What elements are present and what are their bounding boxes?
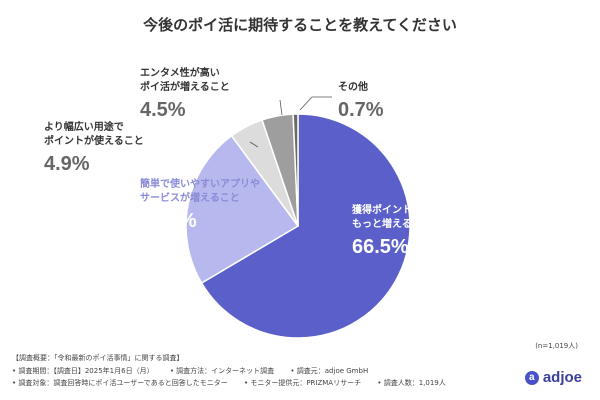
slice-label-0-line-1: もっと増えること	[352, 217, 432, 230]
slice-label-1-line-1: サービスが増えること	[140, 191, 240, 204]
footer-count: • 調査人数：1,019人	[377, 379, 446, 387]
logo-text: adjoe	[542, 369, 582, 386]
footer-line-3: • 調査対象：調査回答時にポイ活ユーザーであると回答したモニター • モニター提…	[12, 377, 460, 390]
slice-value-3: 4.5%	[140, 99, 186, 121]
footer-target: • 調査対象：調査回答時にポイ活ユーザーであると回答したモニター	[12, 379, 228, 387]
slice-label-2-line-1: ポイントが使えること	[44, 134, 144, 147]
pie-slice-0	[200, 113, 411, 339]
slice-label-2-line-0: より幅広い用途で	[44, 120, 124, 133]
slice-value-1: 23.4%	[140, 210, 197, 232]
adjoe-logo: a adjoe	[524, 369, 582, 386]
slice-label-4: その他 0.7%	[338, 80, 384, 121]
leader-line-2	[249, 141, 259, 148]
slice-label-1-line-0: 簡単で使いやすいアプリや	[140, 177, 260, 190]
leader-line-4	[299, 96, 332, 111]
footer-line-2: • 調査期間：【調査日】2025年1月6日（月） • 調査方法：インターネット調…	[12, 365, 460, 378]
slice-value-4: 0.7%	[338, 99, 384, 121]
chart-title: 今後のポイ活に期待することを教えてください	[143, 16, 457, 34]
survey-footer: 【調査概要：「令和最新のポイ活事情」に関する調査】 • 調査期間：【調査日】20…	[12, 352, 460, 390]
slice-value-0: 66.5%	[352, 236, 409, 258]
slice-label-3-line-1: ポイ活が増えること	[140, 80, 230, 93]
footer-provider: • モニター提供元：PRIZMAリサーチ	[243, 379, 362, 387]
footer-period: • 調査期間：【調査日】2025年1月6日（月）	[12, 366, 154, 375]
leader-line-3	[279, 99, 283, 116]
a-circle-icon: a	[524, 370, 539, 385]
pie-slice-1	[185, 134, 300, 285]
footer-method: • 調査方法：インターネット調査	[169, 366, 275, 375]
pie-slice-4	[292, 113, 299, 227]
sample-size-note: (n=1,019人)	[535, 342, 578, 350]
slice-label-0-line-0: 獲得ポイントが	[352, 203, 423, 216]
slice-value-2: 4.9%	[44, 153, 90, 175]
slice-label-3-line-0: エンタメ性が高い	[140, 66, 220, 79]
slice-label-4-line-0: その他	[338, 80, 368, 93]
footer-line-1: 【調査概要：「令和最新のポイ活事情」に関する調査】	[12, 354, 184, 362]
footer-source: • 調査元：adjoe GmbH	[290, 366, 369, 375]
